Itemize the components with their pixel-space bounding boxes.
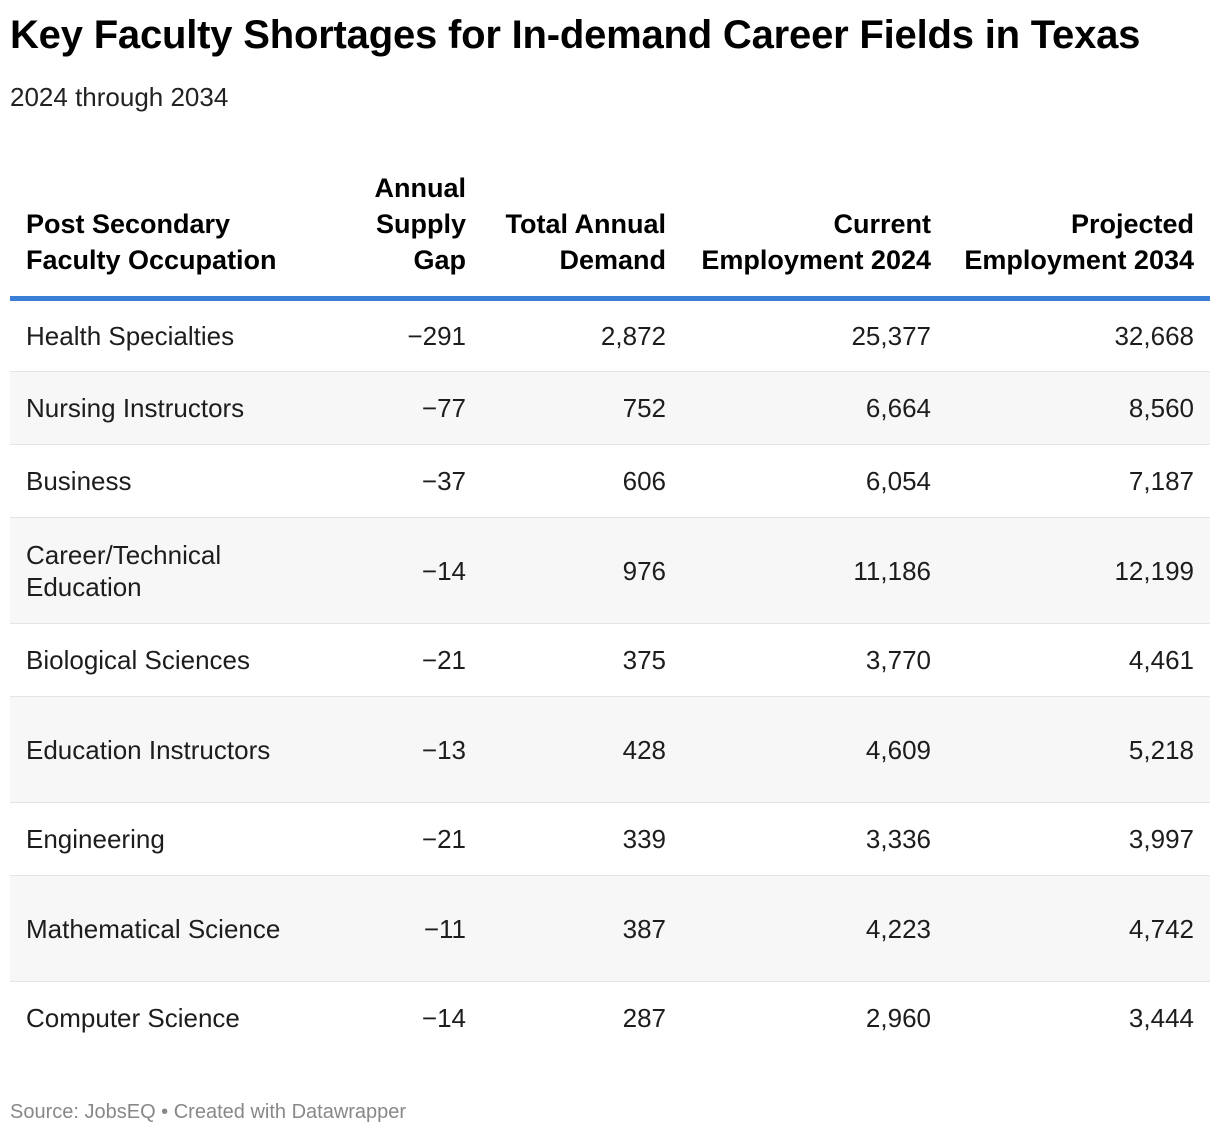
cell-projected-employment: 5,218 [947,696,1210,803]
column-header-occupation[interactable]: Post Secondary Faculty Occupation [10,166,310,301]
cell-current-employment: 6,054 [682,444,947,518]
cell-supply-gap: −77 [310,371,482,445]
table-row: Business −37 606 6,054 7,187 [10,444,1210,518]
cell-total-demand: 287 [622,1003,666,1034]
cell-projected-employment: 4,742 [947,875,1210,982]
table-row: Career/Technical Education −14 976 11,186 12… [10,517,1210,624]
cell-supply-gap: −37 [310,444,482,518]
cell-projected-employment: 8,560 [947,371,1210,445]
cell-current-employment: 4,609 [682,696,947,803]
table-row: Health Specialties −291 2,872 25,377 32,668 [10,298,1210,372]
header-row: Post Secondary Faculty Occupation Annual… [10,166,1210,301]
table-row: Education Instructors −13 428 4,609 5,218 [10,696,1210,803]
column-header-current-employment[interactable]: Current Employment 2024 [682,166,947,301]
cell-projected-employment: 4,461 [947,623,1210,697]
cell-total-demand: 752 [482,371,682,445]
cell-occupation: Health Specialties [10,298,310,372]
cell-current-employment: 11,186 [682,517,947,624]
cell-occupation: Nursing Instructors [10,371,310,445]
cell-total-demand: 375 [482,623,682,697]
column-header-supply-gap[interactable]: Annual Supply Gap [310,166,482,301]
table-row: Mathematical Science −11 387 4,223 4,742 [10,875,1210,982]
cell-supply-gap: −291 [310,298,482,372]
cell-projected-employment: 32,668 [947,298,1210,372]
cell-current-employment: 25,377 [682,298,947,372]
cell-occupation: Business [10,444,310,518]
cell-occupation: Mathematical Science [10,875,310,982]
table-row: Nursing Instructors −77 752 6,664 8,560 [10,371,1210,445]
cell-total-demand: 387 [482,875,682,982]
cell-supply-gap: −13 [310,696,482,803]
table-row: Biological Sciences −21 375 3,770 4,461 [10,623,1210,697]
cell-projected-employment: 3,444 [1128,1003,1194,1034]
cell-supply-gap: −14 [421,1003,466,1034]
cell-total-demand: 976 [482,517,682,624]
chart-subtitle: 2024 through 2034 [10,82,229,112]
column-header-projected-employment[interactable]: Projected Employment 2034 [947,166,1210,301]
column-header-total-demand[interactable]: Total Annual Demand [482,166,682,301]
cell-supply-gap: −14 [310,517,482,624]
cell-occupation: Computer Science [26,1003,240,1034]
cell-current-employment: 6,664 [682,371,947,445]
cell-supply-gap: −21 [310,802,482,876]
cell-projected-employment: 3,997 [947,802,1210,876]
cell-occupation: Education Instructors [10,696,310,803]
cell-total-demand: 339 [482,802,682,876]
cell-total-demand: 606 [482,444,682,518]
cell-current-employment: 3,770 [682,623,947,697]
cell-occupation: Biological Sciences [10,623,310,697]
table-row: Engineering −21 339 3,336 3,997 [10,802,1210,876]
cell-total-demand: 2,872 [482,298,682,372]
table-body: Health Specialties −291 2,872 25,377 32,668 N… [10,298,1210,1055]
cell-current-employment: 2,960 [865,1003,931,1034]
cell-supply-gap: −11 [310,875,482,982]
cell-projected-employment: 7,187 [947,444,1210,518]
data-table: Post Secondary Faculty Occupation Annual… [10,166,1210,1055]
chart-title: Key Faculty Shortages for In-demand Care… [10,13,1141,57]
cell-current-employment: 3,336 [682,802,947,876]
cell-current-employment: 4,223 [682,875,947,982]
cell-occupation: Engineering [10,802,310,876]
table-row: Computer Science −14 287 2,960 3,444 [10,982,1210,1055]
cell-supply-gap: −21 [310,623,482,697]
cell-projected-employment: 12,199 [947,517,1210,624]
source-note: Source: JobsEQ • Created with Datawrappe… [10,1101,407,1123]
cell-total-demand: 428 [482,696,682,803]
cell-occupation: Career/Technical Education [10,517,310,624]
